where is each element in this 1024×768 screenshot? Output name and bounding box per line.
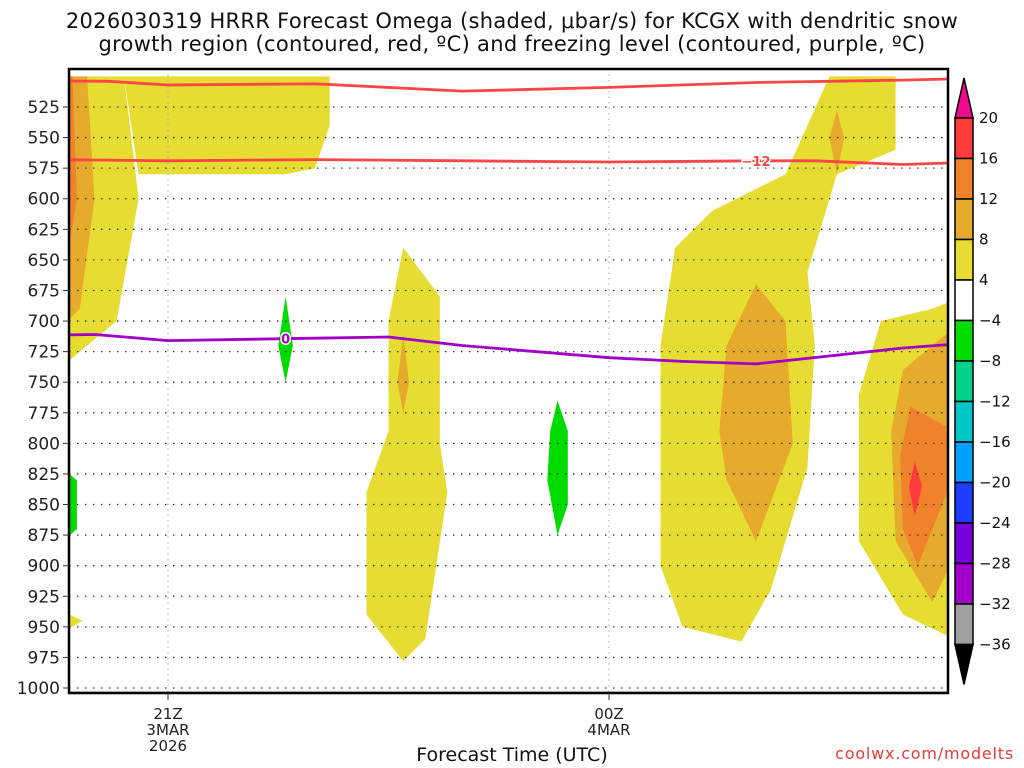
y-tick-label-525: 525 xyxy=(28,98,60,118)
x-axis-label: Forecast Time (UTC) xyxy=(416,744,608,766)
colorbar-swatch xyxy=(954,481,974,524)
colorbar-swatch xyxy=(954,117,974,160)
contour-label-dgz-bottom: −12 xyxy=(742,155,771,170)
contour-dgz-top xyxy=(69,77,948,93)
y-tick-label-1000: 1000 xyxy=(17,679,60,699)
omega-region-early-max-8 xyxy=(69,76,95,320)
omega-region-big2-12 xyxy=(900,406,948,566)
omega-region-early-sink-m4 xyxy=(69,473,77,537)
colorbar-under-arrow xyxy=(954,643,974,685)
colorbar-swatch xyxy=(954,522,974,565)
colorbar-label: −12 xyxy=(979,393,1011,411)
colorbar-swatch xyxy=(954,157,974,200)
y-tick-label-625: 625 xyxy=(28,220,60,240)
omega-region-mid1-8 xyxy=(397,335,410,413)
y-tick-label-900: 900 xyxy=(28,557,60,577)
colorbar-label: 20 xyxy=(979,109,998,127)
chart-title-line-2: growth region (contoured, red, ºC) and f… xyxy=(98,32,926,56)
y-tick-label-750: 750 xyxy=(28,373,60,393)
colorbar-swatch xyxy=(954,441,974,484)
colorbar-swatch xyxy=(954,400,974,443)
y-tick-label-550: 550 xyxy=(28,129,60,149)
y-tick-label-675: 675 xyxy=(28,281,60,301)
y-tick-label-950: 950 xyxy=(28,618,60,638)
x-tick-label-4MAR: 4MAR xyxy=(587,721,630,739)
colorbar-label: 8 xyxy=(979,231,989,249)
colorbar-label: −24 xyxy=(979,514,1011,532)
colorbar-label: −32 xyxy=(979,595,1011,613)
colorbar-label: −8 xyxy=(979,352,1001,370)
y-tick-label-925: 925 xyxy=(28,587,60,607)
omega-region-big1-8 xyxy=(829,110,845,175)
colorbar-swatch xyxy=(954,562,974,605)
x-tick-label-21Z: 21Z xyxy=(153,705,182,723)
contour-label-freezing-level: 0 xyxy=(281,333,290,348)
colorbar-label: −4 xyxy=(979,312,1001,330)
colorbar-swatch xyxy=(954,319,974,362)
colorbar-swatch xyxy=(954,360,974,403)
y-tick-label-600: 600 xyxy=(28,190,60,210)
colorbar-label: 12 xyxy=(979,190,998,208)
omega-region-big1-8 xyxy=(719,284,793,542)
y-tick-label-800: 800 xyxy=(28,434,60,454)
colorbar-label: −20 xyxy=(979,474,1011,492)
omega-region-early-top-4 xyxy=(123,76,330,175)
y-tick-label-575: 575 xyxy=(28,159,60,179)
y-tick-label-975: 975 xyxy=(28,648,60,668)
colorbar-swatch xyxy=(954,603,974,646)
y-tick-label-825: 825 xyxy=(28,465,60,485)
omega-region-mid1-4 xyxy=(366,247,448,662)
x-tick-label-3MAR: 3MAR xyxy=(146,721,189,739)
x-tick-label-2026: 2026 xyxy=(149,737,187,755)
colorbar-label: −16 xyxy=(979,433,1011,451)
y-tick-label-875: 875 xyxy=(28,526,60,546)
y-tick-label-700: 700 xyxy=(28,312,60,332)
colorbar-swatch xyxy=(954,279,974,322)
plot-frame xyxy=(67,67,950,695)
x-tick-label-00Z: 00Z xyxy=(594,705,623,723)
y-tick-label-775: 775 xyxy=(28,404,60,424)
omega-region-early-max-12 xyxy=(69,76,77,248)
colorbar-swatch xyxy=(954,238,974,281)
omega-region-big2-16 xyxy=(908,461,923,517)
y-tick-label-650: 650 xyxy=(28,251,60,271)
omega-region-sink-small2-m4 xyxy=(547,400,568,536)
colorbar-label: 4 xyxy=(979,271,989,289)
colorbar-label: −36 xyxy=(979,636,1011,654)
colorbar-label: −28 xyxy=(979,555,1011,573)
y-tick-label-850: 850 xyxy=(28,496,60,516)
colorbar-swatch xyxy=(954,198,974,241)
contour-freezing-level xyxy=(69,333,948,366)
credit-link[interactable]: coolwx.com/modelts xyxy=(835,744,1014,763)
contour-dgz-bottom xyxy=(69,158,948,166)
y-tick-label-725: 725 xyxy=(28,343,60,363)
colorbar-label: 16 xyxy=(979,150,998,168)
chart-title-line-1: 2026030319 HRRR Forecast Omega (shaded, … xyxy=(65,9,959,33)
colorbar-over-arrow xyxy=(954,77,974,119)
omega-region-early-low-4 xyxy=(69,614,83,629)
